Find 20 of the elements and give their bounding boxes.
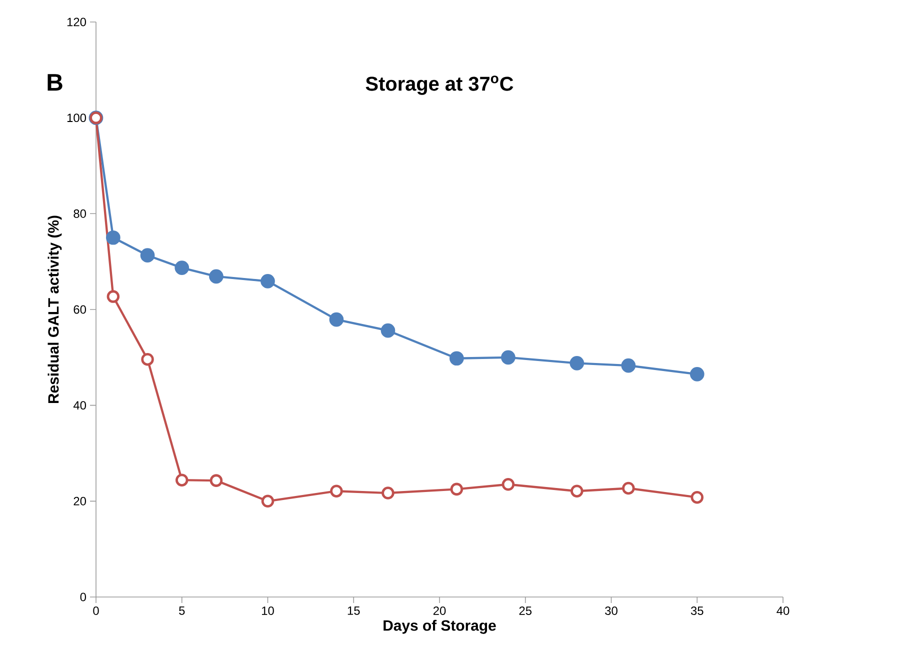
x-axis-title: Days of Storage: [384, 620, 496, 634]
y-tick-label: 20: [74, 496, 86, 506]
x-tick-label: 40: [776, 606, 790, 615]
y-tick-label: 40: [73, 401, 86, 410]
x-tick-label: 20: [433, 606, 446, 615]
y-tick-label: 120: [67, 18, 86, 26]
y-tick-label: 60: [74, 305, 86, 314]
text: Storage at 37$^{o}$C: [366, 76, 514, 95]
y-tick-label: 80: [74, 209, 86, 218]
x-tick-label: 25: [519, 606, 532, 615]
text: B: [48, 74, 62, 91]
x-tick-label: 15: [348, 606, 360, 615]
x-tick-label: 0: [93, 606, 99, 615]
x-tick-label: 35: [690, 606, 704, 615]
x-tick-label: 30: [605, 606, 618, 615]
x-tick-label: 10: [262, 606, 274, 615]
y-tick-label: 0: [80, 592, 86, 602]
x-tick-label: 5: [179, 606, 185, 615]
y-axis-title: Residual GALT activity (%): [48, 216, 62, 404]
y-tick-label: 100: [67, 114, 86, 122]
